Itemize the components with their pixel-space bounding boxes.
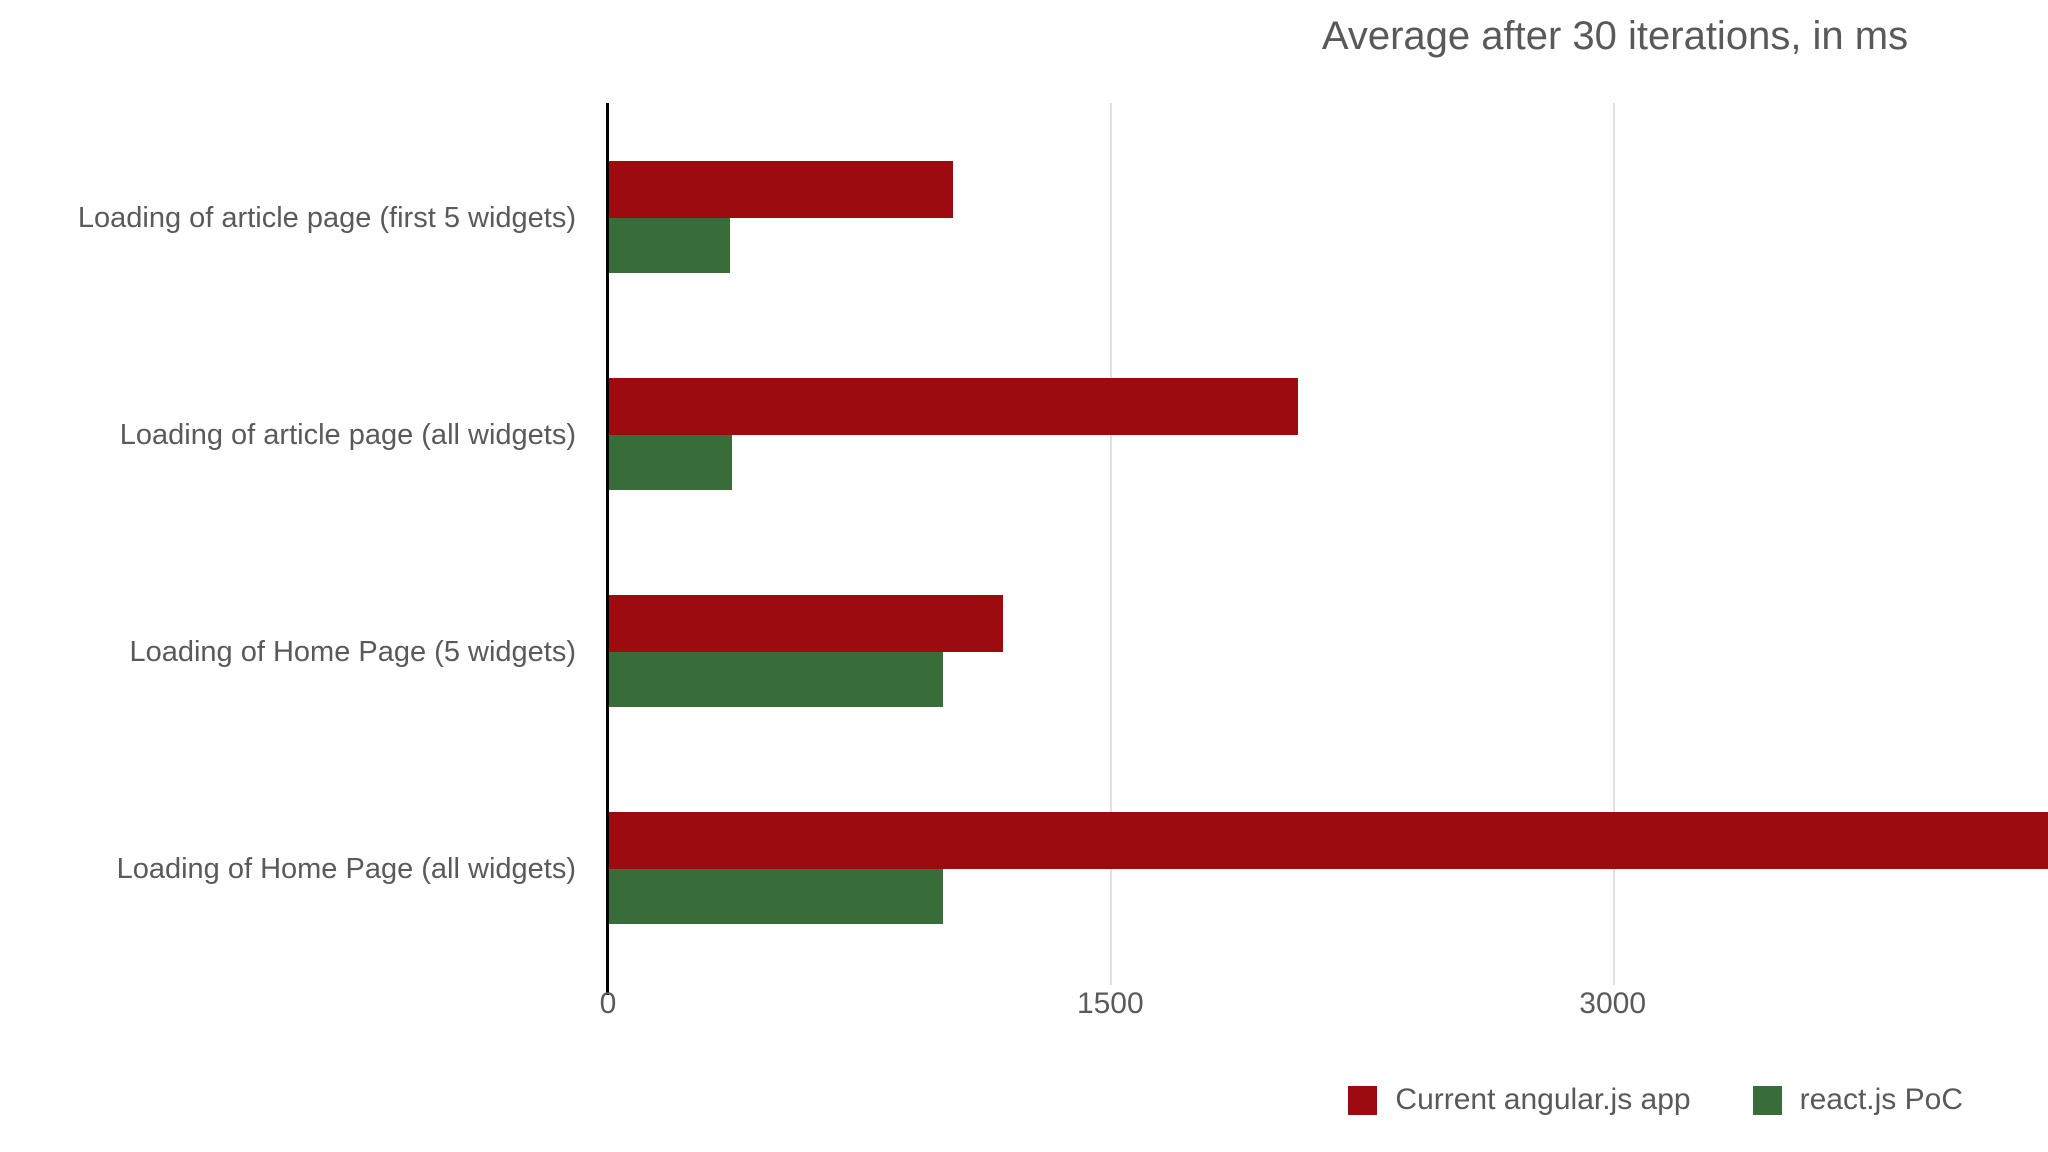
- x-tick-label-3000: 3000: [1579, 987, 1647, 1020]
- bar-angular-category-0: [608, 161, 953, 218]
- legend-item-angular: Current angular.js app: [1348, 1083, 1691, 1117]
- bar-react-category-2: [608, 652, 943, 707]
- chart-title: Average after 30 iterations, in ms: [1321, 14, 1909, 58]
- plot-area: [608, 103, 2048, 985]
- bar-react-category-0: [608, 218, 731, 273]
- bar-angular-category-1: [608, 378, 1298, 435]
- x-tick-label-0: 0: [599, 987, 617, 1020]
- legend-label-react: react.js PoC: [1799, 1083, 1963, 1116]
- category-label-home-5: Loading of Home Page (5 widgets): [129, 636, 576, 668]
- legend-label-angular: Current angular.js app: [1395, 1083, 1691, 1116]
- bar-react-category-3: [608, 869, 943, 924]
- category-label-article-first-5: Loading of article page (first 5 widgets…: [77, 202, 576, 234]
- gridline-3000: [1612, 103, 1615, 985]
- category-label-article-all: Loading of article page (all widgets): [119, 419, 576, 451]
- gridline-1500: [1110, 103, 1113, 985]
- x-tick-label-1500: 1500: [1076, 987, 1144, 1020]
- bar-react-category-1: [608, 435, 732, 490]
- legend-item-react: react.js PoC: [1752, 1083, 1963, 1117]
- x-axis-zero-baseline: [606, 103, 609, 995]
- category-label-home-all: Loading of Home Page (all widgets): [116, 853, 576, 885]
- legend: Current angular.js app react.js PoC: [1348, 1083, 1963, 1117]
- legend-swatch-angular: [1348, 1085, 1378, 1115]
- bar-angular-category-3: [608, 812, 2048, 869]
- legend-swatch-react: [1752, 1085, 1782, 1115]
- bar-angular-category-2: [608, 595, 1004, 652]
